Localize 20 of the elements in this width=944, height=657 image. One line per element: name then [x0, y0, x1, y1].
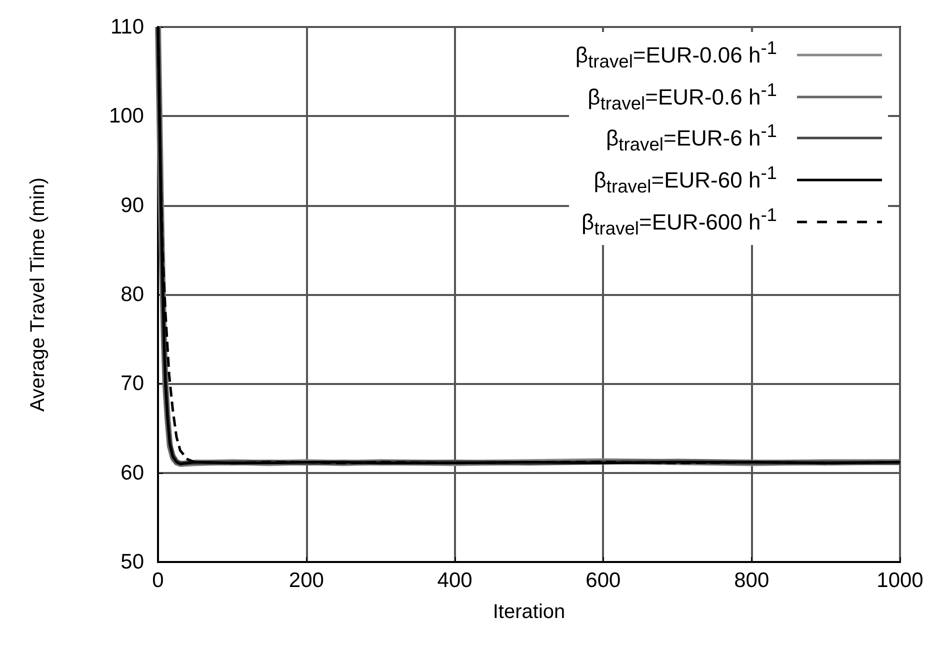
legend-label: β$_{travel}$=EUR-60 h$^{-1}$	[594, 161, 777, 199]
x-tick-label: 800	[734, 569, 770, 592]
legend-label: β$_{travel}$=EUR-0.6 h$^{-1}$	[588, 78, 777, 116]
y-tick-label: 100	[108, 104, 144, 128]
y-tick-label: 70	[120, 372, 144, 396]
y-axis-title: Average Travel Time (min)	[27, 177, 49, 412]
x-tick-label: 0	[152, 569, 164, 592]
y-tick-label: 90	[120, 194, 144, 217]
y-tick-label: 110	[110, 16, 144, 38]
legend-label: β$_{travel}$=EUR-0.06 h$^{-1}$	[575, 36, 777, 74]
y-tick-label: 60	[120, 461, 144, 484]
x-tick-label: 1000	[876, 569, 924, 592]
x-tick-label: 600	[586, 569, 621, 592]
y-tick-label: 80	[120, 283, 144, 306]
x-tick-label: 200	[288, 569, 324, 592]
x-tick-label: 400	[437, 569, 472, 592]
legend-label: β$_{travel}$=EUR-6 h$^{-1}$	[606, 119, 777, 158]
x-axis-title: Iteration	[492, 601, 566, 623]
y-tick-label: 50	[120, 550, 144, 574]
legend-label: β$_{travel}$=EUR-600 h$^{-1}$	[582, 202, 777, 241]
